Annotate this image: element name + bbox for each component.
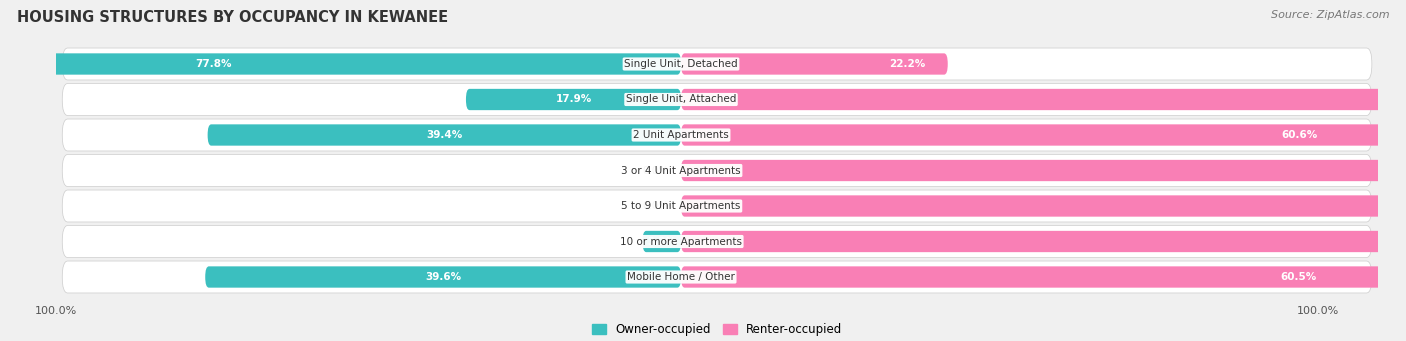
FancyBboxPatch shape [643,231,681,252]
FancyBboxPatch shape [681,160,1406,181]
FancyBboxPatch shape [62,261,1372,293]
FancyBboxPatch shape [681,231,1406,252]
Text: Mobile Home / Other: Mobile Home / Other [627,272,735,282]
FancyBboxPatch shape [465,89,681,110]
FancyBboxPatch shape [62,154,1372,187]
Text: 39.6%: 39.6% [425,272,461,282]
Text: 39.4%: 39.4% [426,130,463,140]
Text: 0.0%: 0.0% [643,165,669,176]
FancyBboxPatch shape [681,124,1406,146]
FancyBboxPatch shape [62,190,1372,222]
FancyBboxPatch shape [681,195,1406,217]
Text: 77.8%: 77.8% [195,59,232,69]
FancyBboxPatch shape [62,119,1372,151]
FancyBboxPatch shape [205,266,681,288]
Text: 5 to 9 Unit Apartments: 5 to 9 Unit Apartments [621,201,741,211]
Text: 3 or 4 Unit Apartments: 3 or 4 Unit Apartments [621,165,741,176]
FancyBboxPatch shape [0,53,681,75]
Text: 22.2%: 22.2% [890,59,927,69]
FancyBboxPatch shape [681,53,948,75]
FancyBboxPatch shape [208,124,681,146]
FancyBboxPatch shape [62,225,1372,257]
Text: HOUSING STRUCTURES BY OCCUPANCY IN KEWANEE: HOUSING STRUCTURES BY OCCUPANCY IN KEWAN… [17,10,449,25]
Text: 10 or more Apartments: 10 or more Apartments [620,237,742,247]
Legend: Owner-occupied, Renter-occupied: Owner-occupied, Renter-occupied [586,318,848,341]
Text: 60.5%: 60.5% [1281,272,1317,282]
Text: 0.0%: 0.0% [643,201,669,211]
Text: Source: ZipAtlas.com: Source: ZipAtlas.com [1271,10,1389,20]
FancyBboxPatch shape [681,89,1406,110]
Text: 17.9%: 17.9% [555,94,592,104]
FancyBboxPatch shape [681,266,1406,288]
FancyBboxPatch shape [62,48,1372,80]
Text: Single Unit, Attached: Single Unit, Attached [626,94,737,104]
Text: Single Unit, Detached: Single Unit, Detached [624,59,738,69]
FancyBboxPatch shape [62,84,1372,116]
Text: 60.6%: 60.6% [1282,130,1317,140]
Text: 3.2%: 3.2% [647,237,676,247]
Text: 2 Unit Apartments: 2 Unit Apartments [633,130,728,140]
